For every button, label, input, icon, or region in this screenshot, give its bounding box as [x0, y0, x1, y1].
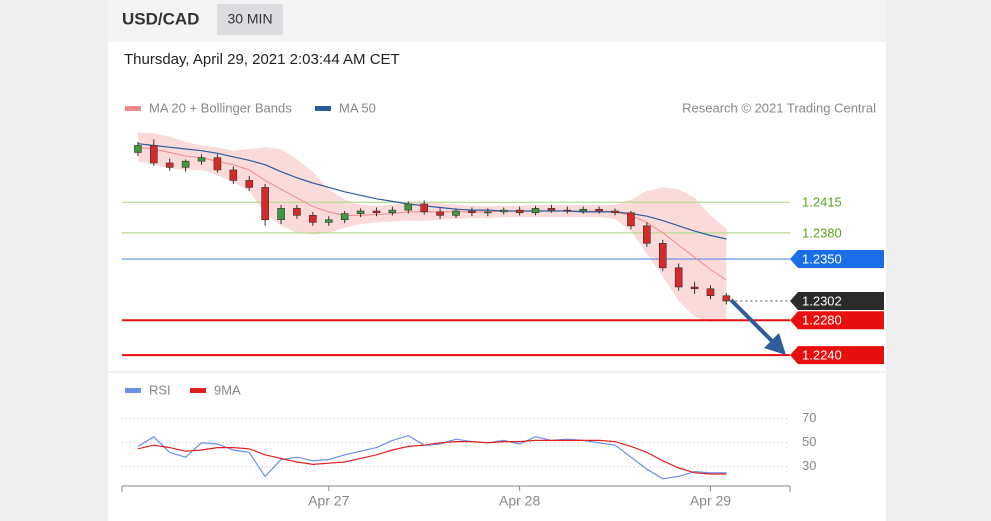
level-tag	[790, 346, 884, 365]
candle-body	[579, 208, 588, 212]
candle-body	[547, 208, 556, 211]
x-tick-label: Apr 28	[499, 493, 540, 509]
candle-body	[452, 210, 460, 216]
level-tag	[790, 250, 884, 269]
candle-body	[499, 209, 508, 213]
candle-body	[324, 219, 333, 223]
candle-body	[436, 211, 444, 216]
x-tick-label: Apr 29	[690, 493, 731, 509]
legend-label: MA 20 + Bollinger Bands	[149, 100, 292, 115]
candle-body	[563, 209, 572, 212]
candle-body	[150, 145, 158, 164]
candle-body	[484, 211, 492, 214]
chart-title: USD/CAD	[122, 9, 199, 28]
level-label: 1.2240	[802, 348, 842, 363]
candle-body	[468, 210, 476, 214]
candle-body	[515, 209, 524, 214]
candle-body	[165, 162, 174, 168]
candle-body	[706, 288, 715, 297]
candle-body	[229, 169, 238, 181]
legend-swatch	[125, 106, 141, 111]
bollinger-band	[137, 132, 727, 322]
candle-body	[643, 225, 651, 244]
subtitle: Thursday, April 29, 2021 2:03:44 AM CET	[124, 51, 400, 68]
level-label: 1.2380	[802, 225, 842, 240]
level-label: 1.2350	[802, 251, 842, 266]
candle-body	[293, 208, 301, 216]
candle-body	[595, 208, 603, 212]
trend-arrow	[729, 298, 786, 355]
candle-body	[309, 215, 317, 223]
x-tick-label: Apr 27	[308, 493, 349, 509]
rsi-line	[137, 439, 727, 475]
candle-body	[181, 160, 190, 168]
candle-body	[388, 209, 397, 214]
legend-label: RSI	[149, 382, 171, 397]
candle-body	[197, 157, 206, 162]
rsi-tick-label: 30	[802, 458, 816, 473]
candle-body	[372, 210, 381, 214]
level-label: 1.2415	[802, 195, 842, 210]
candle-body	[404, 203, 413, 211]
legend-swatch	[190, 388, 206, 393]
timeframe[interactable]: 30 MIN	[227, 11, 272, 27]
candle-body	[261, 187, 269, 221]
level-tag	[790, 311, 884, 330]
rsi-tick-label: 70	[802, 410, 816, 425]
candle-body	[611, 210, 619, 214]
candle-body	[213, 157, 222, 171]
candle-body	[627, 212, 635, 227]
panel	[108, 0, 886, 521]
legend-label: MA 50	[339, 100, 376, 115]
credit: Research © 2021 Trading Central	[682, 100, 876, 115]
candle-body	[340, 213, 349, 221]
candle-body	[420, 203, 428, 213]
candle-body	[722, 295, 731, 302]
rsi-tick-label: 50	[802, 434, 816, 449]
legend-swatch	[315, 106, 331, 111]
candle-body	[674, 267, 683, 288]
level-label: 1.2302	[802, 293, 842, 308]
timeframe-badge[interactable]	[217, 4, 283, 35]
candle-body	[658, 243, 667, 269]
level-label: 1.2280	[802, 313, 842, 328]
candle-body	[277, 208, 285, 221]
level-tag	[790, 291, 884, 310]
candle-body	[134, 145, 142, 153]
candle-body	[531, 208, 540, 214]
candle-body	[245, 180, 254, 188]
legend-swatch	[125, 388, 141, 393]
candle-body	[356, 210, 365, 214]
candle-body	[690, 286, 699, 290]
legend-label: 9MA	[214, 382, 241, 397]
